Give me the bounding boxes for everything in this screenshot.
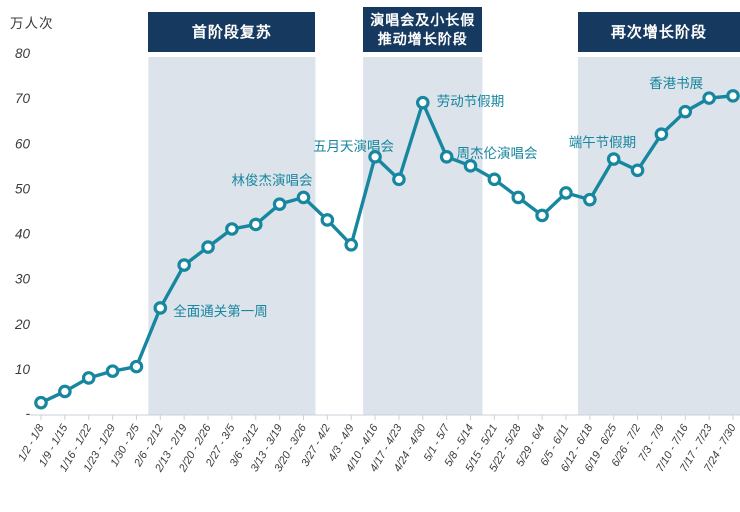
- phase-header-label: 首阶段复苏: [191, 23, 272, 41]
- data-point-marker: [344, 237, 359, 252]
- data-point-marker: [535, 208, 549, 223]
- data-point-marker: [153, 301, 168, 315]
- data-point-annotation: 周杰伦演唱会: [456, 145, 538, 161]
- data-point-marker: [726, 89, 740, 103]
- data-point-annotation: 端午节假期: [568, 135, 637, 151]
- phase-header-label: 演唱会及小长假: [370, 11, 476, 28]
- data-point-marker: [81, 371, 96, 385]
- y-axis-tick-label: 50: [15, 181, 31, 196]
- data-point-annotation: 五月天演唱会: [313, 138, 395, 154]
- phase-band: [577, 57, 740, 415]
- data-point-marker: [487, 172, 502, 187]
- data-point-annotation: 林俊杰演唱会: [231, 173, 313, 189]
- y-axis-zero-label: -: [26, 406, 31, 421]
- y-axis-tick-label: 80: [15, 46, 31, 61]
- data-point-marker: [415, 95, 430, 110]
- data-point-marker: [392, 172, 406, 187]
- phase-header: 演唱会及小长假 推动增长阶段: [363, 7, 483, 52]
- data-point-marker: [296, 190, 311, 205]
- data-point-marker: [654, 127, 669, 142]
- phase-header-label: 再次增长阶段: [610, 23, 707, 41]
- phase-band: [363, 57, 483, 415]
- y-axis-unit-label: 万人次: [10, 16, 54, 31]
- data-point-marker: [606, 152, 621, 166]
- data-point-marker: [559, 186, 573, 200]
- data-point-marker: [225, 222, 239, 236]
- data-point-marker: [463, 159, 478, 173]
- data-point-marker: [177, 258, 191, 272]
- phase-header: 首阶段复苏: [148, 12, 316, 52]
- data-point-marker: [201, 240, 215, 254]
- data-point-marker: [34, 395, 48, 410]
- data-point-marker: [368, 149, 382, 164]
- phase-band: [148, 57, 316, 415]
- data-point-marker: [129, 359, 144, 374]
- y-axis-tick-label: 10: [15, 362, 31, 377]
- data-point-marker: [58, 384, 72, 399]
- phase-header-label: 推动增长阶段: [377, 30, 468, 47]
- data-point-marker: [248, 217, 263, 232]
- data-point-annotation: 香港书展: [649, 76, 704, 92]
- y-axis-tick-label: 40: [15, 227, 31, 242]
- data-point-marker: [511, 190, 526, 205]
- data-point-marker: [272, 197, 287, 211]
- y-axis-tick-label: 30: [15, 272, 31, 287]
- data-point-annotation: 全面通关第一周: [173, 303, 268, 319]
- y-axis-tick-label: 70: [15, 91, 31, 106]
- data-point-annotation: 劳动节假期: [436, 93, 505, 109]
- data-point-marker: [678, 104, 693, 119]
- data-point-marker: [105, 364, 120, 378]
- y-axis-tick-label: 60: [15, 136, 31, 151]
- data-point-marker: [583, 192, 597, 207]
- data-point-marker: [630, 163, 645, 178]
- phase-header: 再次增长阶段: [577, 12, 740, 52]
- data-point-marker: [702, 91, 716, 105]
- y-axis-tick-label: 20: [14, 317, 31, 332]
- data-point-marker: [439, 149, 454, 164]
- data-point-marker: [320, 213, 335, 227]
